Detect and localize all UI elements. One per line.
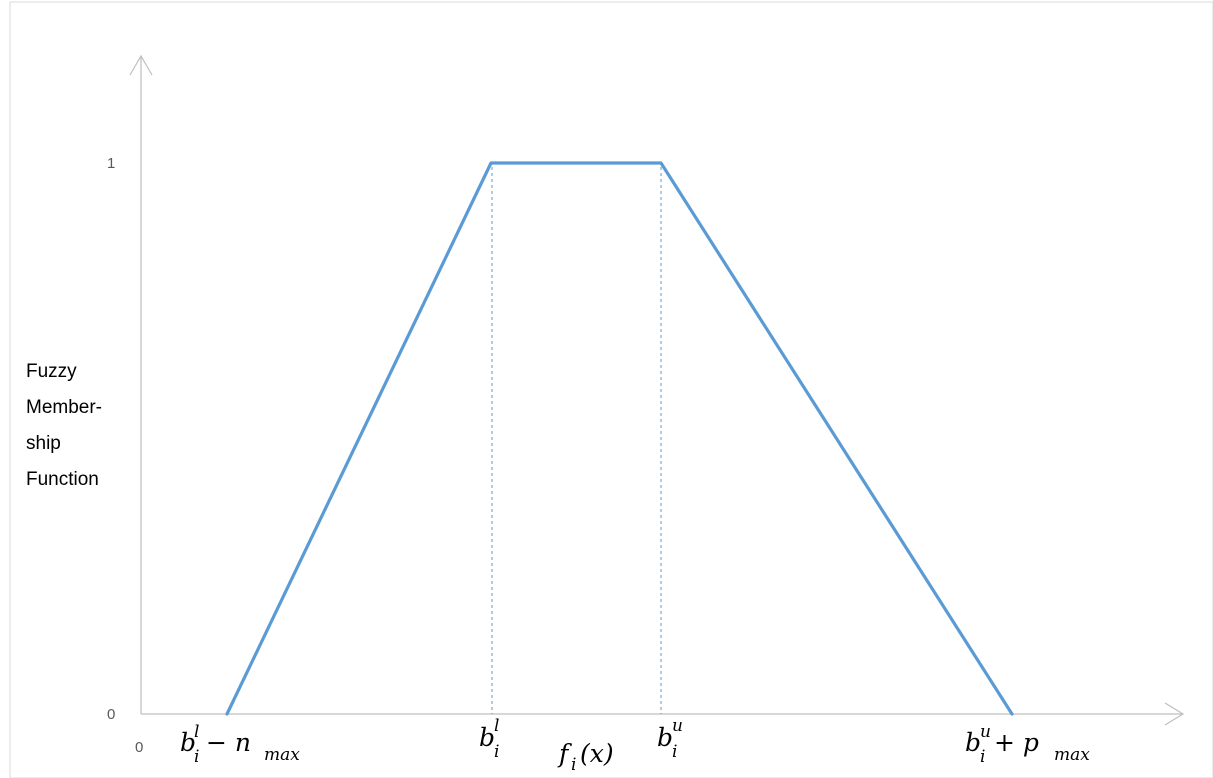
y-axis-label-line-4: Function xyxy=(26,469,99,490)
x-tick-label-4: b u i + p max xyxy=(965,722,1090,767)
guide-lines xyxy=(491,167,662,714)
axes xyxy=(129,54,1185,726)
y-axis-arrow xyxy=(129,54,153,76)
series-line xyxy=(225,161,1014,716)
chart-frame xyxy=(9,1,1213,778)
x-tick-label-3: b u i xyxy=(657,716,688,762)
y-axis-label-line-2: Member- xyxy=(26,397,102,418)
y-axis-label-line-1: Fuzzy xyxy=(26,361,77,382)
y-tick-label-0: 0 xyxy=(107,706,115,723)
x-tick-label-1: b l i − n max xyxy=(180,722,300,767)
x-origin-label: 0 xyxy=(135,739,143,756)
x-axis-arrow xyxy=(1164,702,1185,726)
x-tick-label-2: b l i xyxy=(479,716,505,762)
y-axis-label: Fuzzy Member- ship Function xyxy=(26,361,107,490)
x-axis-label: f i (x) xyxy=(557,739,614,775)
y-tick-label-1: 1 xyxy=(107,155,115,172)
y-axis-label-line-3: ship xyxy=(26,433,61,454)
